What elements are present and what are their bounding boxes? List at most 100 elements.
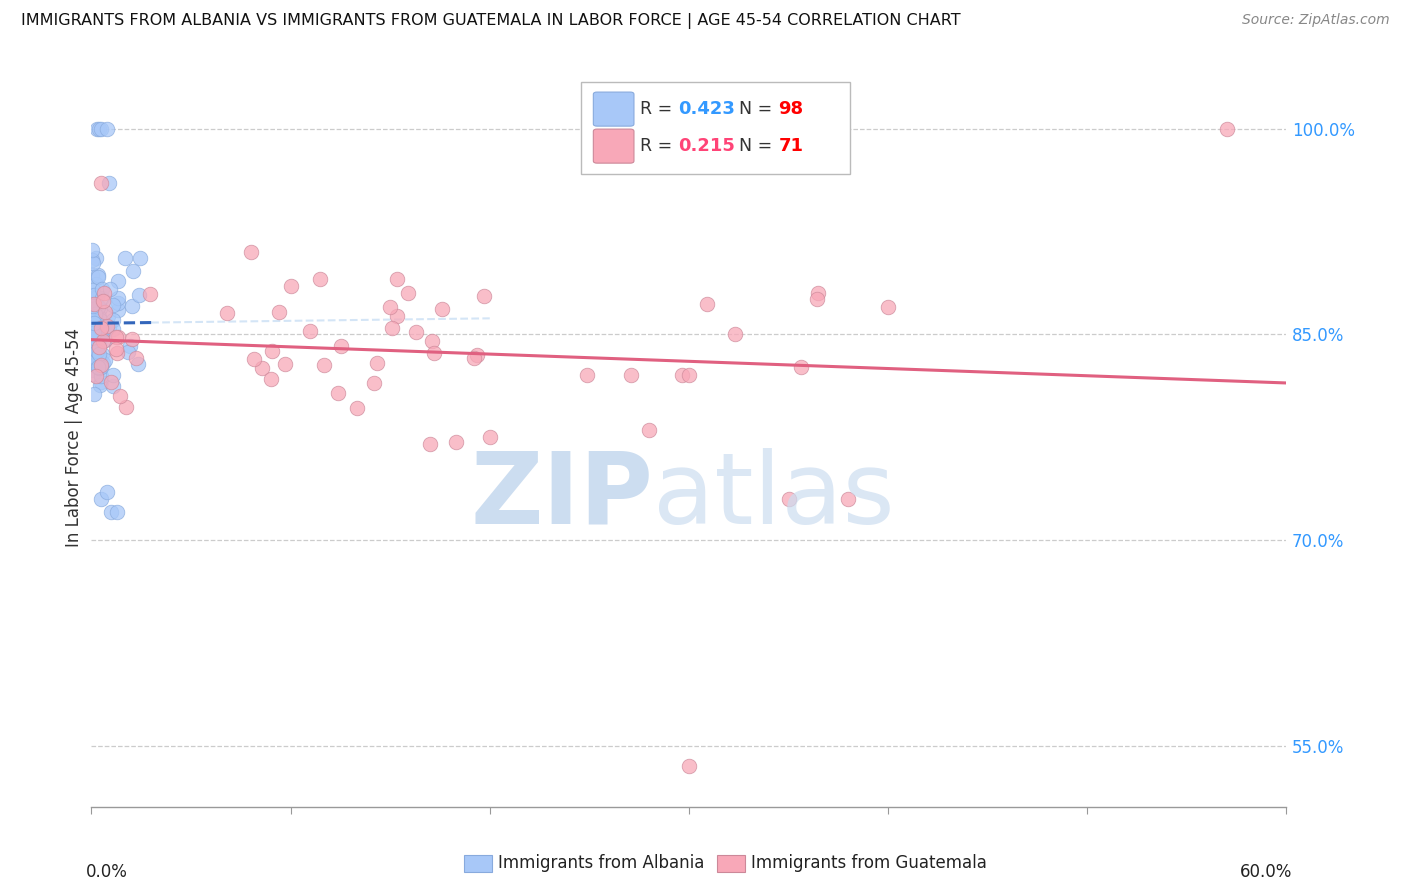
- Point: [465, 348, 488, 362]
- Point: [101, 298, 124, 312]
- Point: [83, 297, 105, 311]
- Point: [328, 386, 350, 401]
- Point: [89, 331, 111, 345]
- Point: [86, 121, 108, 136]
- Point: [86, 290, 108, 304]
- Point: [82, 243, 104, 257]
- Point: [444, 434, 467, 449]
- Point: [82, 283, 104, 297]
- Point: [620, 368, 643, 383]
- Point: [91, 347, 114, 361]
- Point: [217, 306, 239, 320]
- Point: [90, 282, 112, 296]
- Y-axis label: In Labor Force | Age 45-54: In Labor Force | Age 45-54: [65, 327, 83, 547]
- Point: [117, 345, 139, 359]
- Point: [778, 491, 800, 506]
- Point: [90, 321, 112, 335]
- Point: [84, 277, 107, 291]
- Point: [385, 309, 408, 323]
- Point: [82, 314, 104, 328]
- Point: [423, 345, 446, 359]
- Point: [807, 286, 830, 301]
- Point: [83, 326, 105, 341]
- Point: [724, 326, 747, 341]
- Point: [107, 330, 129, 344]
- Point: [107, 296, 129, 310]
- Point: [97, 310, 120, 324]
- Point: [267, 304, 290, 318]
- Point: [299, 324, 322, 338]
- Point: [89, 313, 111, 327]
- Point: [87, 327, 110, 342]
- Point: [260, 372, 283, 386]
- Point: [405, 325, 427, 339]
- Text: N =: N =: [728, 137, 778, 155]
- Point: [82, 256, 104, 270]
- Point: [107, 291, 129, 305]
- Point: [128, 287, 150, 301]
- Point: [84, 301, 107, 315]
- Point: [463, 351, 485, 366]
- Point: [89, 301, 111, 316]
- Text: 60.0%: 60.0%: [1240, 863, 1292, 880]
- Point: [89, 121, 111, 136]
- Point: [139, 286, 162, 301]
- Point: [86, 343, 108, 358]
- Point: [127, 357, 149, 371]
- Point: [121, 332, 143, 346]
- Point: [91, 294, 114, 309]
- Point: [114, 252, 136, 266]
- Text: Immigrants from Guatemala: Immigrants from Guatemala: [751, 855, 987, 872]
- Point: [105, 345, 128, 359]
- Point: [90, 359, 112, 374]
- Point: [122, 264, 145, 278]
- Point: [84, 252, 107, 266]
- Point: [478, 430, 501, 444]
- Point: [90, 491, 112, 506]
- Point: [312, 359, 335, 373]
- Point: [378, 300, 402, 314]
- Point: [82, 299, 104, 313]
- Point: [678, 368, 700, 383]
- Point: [80, 253, 103, 268]
- Point: [89, 378, 111, 392]
- Point: [84, 354, 107, 368]
- Point: [94, 305, 117, 319]
- Point: [82, 317, 104, 331]
- Point: [806, 292, 828, 306]
- Point: [396, 286, 419, 301]
- Text: Immigrants from Albania: Immigrants from Albania: [498, 855, 704, 872]
- Point: [83, 304, 105, 318]
- Point: [346, 401, 368, 415]
- Text: N =: N =: [728, 100, 778, 118]
- Point: [84, 322, 107, 336]
- Point: [96, 484, 118, 499]
- Point: [790, 360, 813, 375]
- Point: [87, 360, 110, 375]
- Point: [87, 311, 110, 326]
- Point: [94, 322, 117, 336]
- Point: [83, 350, 105, 364]
- Point: [83, 287, 105, 301]
- Point: [86, 337, 108, 351]
- Point: [82, 268, 104, 282]
- Text: ZIP: ZIP: [470, 448, 652, 545]
- Point: [82, 328, 104, 343]
- Point: [103, 379, 125, 393]
- Text: Source: ZipAtlas.com: Source: ZipAtlas.com: [1241, 13, 1389, 28]
- Point: [82, 329, 104, 343]
- Point: [101, 322, 124, 336]
- Point: [419, 437, 441, 451]
- Point: [101, 368, 124, 383]
- Point: [82, 367, 104, 381]
- Point: [678, 759, 700, 773]
- Point: [430, 301, 453, 316]
- Point: [90, 358, 112, 372]
- Point: [84, 290, 107, 304]
- Point: [280, 279, 302, 293]
- Point: [87, 268, 110, 282]
- Point: [274, 358, 297, 372]
- Point: [87, 269, 110, 284]
- Point: [84, 327, 107, 342]
- Point: [84, 341, 107, 355]
